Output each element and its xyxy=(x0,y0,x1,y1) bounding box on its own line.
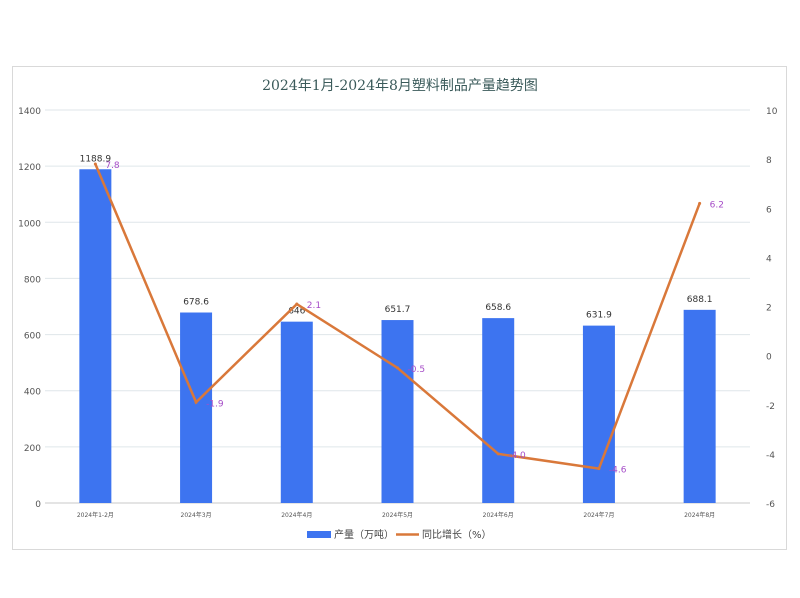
x-tick-label: 2024年5月 xyxy=(382,511,413,519)
line-point xyxy=(496,452,500,456)
legend-label-bar: 产量（万吨） xyxy=(334,528,394,541)
line-point xyxy=(698,201,702,205)
x-tick-label: 2024年8月 xyxy=(684,511,715,519)
y-left-tick-label: 1200 xyxy=(18,163,41,173)
y-left-tick-label: 1000 xyxy=(18,219,41,229)
line-data-label: 7.8 xyxy=(105,161,120,171)
y-right-tick-label: -6 xyxy=(766,500,775,510)
line-point xyxy=(93,162,97,166)
y-left-tick-label: 600 xyxy=(24,332,41,342)
bar-data-label: 651.7 xyxy=(385,305,411,315)
x-tick-label: 2024年1-2月 xyxy=(77,511,114,519)
bar xyxy=(683,309,716,503)
y-left-tick-label: 1400 xyxy=(18,107,41,117)
y-right-tick-label: -4 xyxy=(766,451,775,461)
x-tick-label: 2024年4月 xyxy=(281,511,312,519)
y-left-tick-label: 0 xyxy=(35,500,41,510)
y-right-tick-label: 10 xyxy=(766,107,778,117)
y-right-tick-label: -2 xyxy=(766,402,775,412)
bar-data-label: 631.9 xyxy=(586,311,612,321)
line-point xyxy=(295,302,299,306)
bar xyxy=(280,321,313,503)
legend-swatch-bar xyxy=(307,531,331,538)
y-right-tick-label: 8 xyxy=(766,156,772,166)
line-data-label: -4.6 xyxy=(609,466,627,476)
x-tick-label: 2024年7月 xyxy=(583,511,614,519)
line-data-label: -4.0 xyxy=(508,451,526,461)
chart-title: 2024年1月-2024年8月塑料制品产量趋势图 xyxy=(262,78,538,94)
bar xyxy=(482,318,515,503)
x-tick-label: 2024年3月 xyxy=(181,511,212,519)
line-data-label: -0.5 xyxy=(408,365,426,375)
line-data-label: 6.2 xyxy=(710,200,724,210)
legend-label-line: 同比增长（%） xyxy=(422,528,492,541)
y-right-tick-label: 4 xyxy=(766,254,772,264)
bar xyxy=(79,169,112,503)
line-point xyxy=(597,467,601,471)
y-left-tick-label: 200 xyxy=(24,444,41,454)
bar xyxy=(582,325,615,503)
line-point xyxy=(194,400,198,404)
y-right-tick-label: 6 xyxy=(766,205,772,215)
chart-frame xyxy=(12,66,787,550)
y-left-tick-label: 800 xyxy=(24,275,41,285)
y-right-tick-label: 0 xyxy=(766,353,772,363)
bar-data-label: 658.6 xyxy=(485,303,511,313)
bar-data-label: 646 xyxy=(288,307,305,317)
bar xyxy=(180,312,213,503)
y-right-tick-label: 2 xyxy=(766,304,772,314)
line-data-label: -1.9 xyxy=(206,399,224,409)
y-left-tick-label: 400 xyxy=(24,388,41,398)
bar-data-label: 688.1 xyxy=(687,295,713,305)
line-data-label: 2.1 xyxy=(307,301,321,311)
bar-data-label: 1188.9 xyxy=(80,154,112,164)
line-point xyxy=(396,366,399,370)
bar xyxy=(381,320,414,503)
x-tick-label: 2024年6月 xyxy=(483,511,514,519)
bar-data-label: 678.6 xyxy=(183,298,209,308)
